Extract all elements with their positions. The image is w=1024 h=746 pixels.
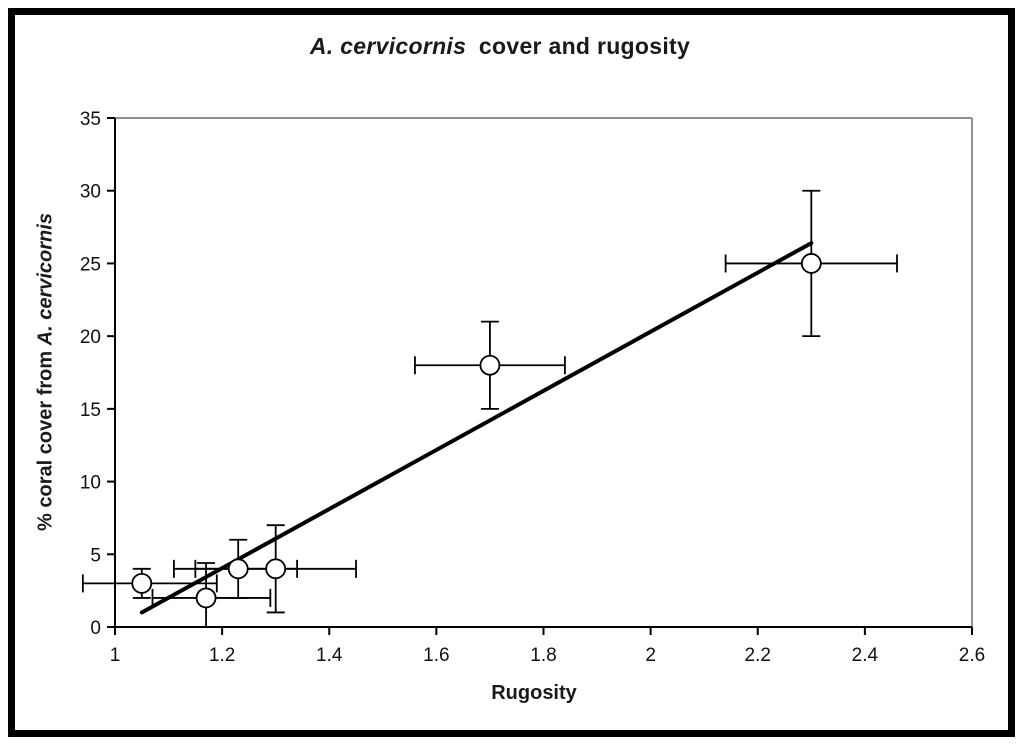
trend-line [139, 241, 814, 615]
y-tick-label: 15 [80, 400, 101, 421]
y-tick-label: 20 [80, 327, 101, 348]
x-tick-label: 1.2 [209, 645, 235, 666]
x-tick-label: 2 [645, 645, 656, 666]
y-tick-label: 25 [80, 254, 101, 275]
chart-title: A. cervicornis cover and rugosity [0, 33, 1000, 60]
y-tick-label: 0 [90, 618, 101, 639]
data-point-marker [131, 572, 153, 594]
x-axis-title: Rugosity [491, 682, 577, 704]
y-tick-label: 35 [80, 109, 101, 130]
y-tick-label: 30 [80, 182, 101, 203]
x-tick-label: 1.6 [423, 645, 449, 666]
chart-title-italic-part: A. cervicornis [309, 33, 467, 59]
data-point-marker [479, 354, 501, 376]
x-tick-label: 2.2 [745, 645, 771, 666]
x-tick-label: 2.6 [959, 645, 985, 666]
x-tick-label: 2.4 [852, 645, 879, 666]
x-tick-label: 1.8 [530, 645, 556, 666]
x-tick-label: 1 [110, 645, 121, 666]
data-point-marker [265, 558, 287, 580]
outer-border-frame [8, 8, 1015, 737]
data-point-marker [800, 253, 822, 274]
y-tick-label: 10 [80, 473, 101, 494]
data-point-marker [227, 558, 249, 580]
y-tick-label: 5 [90, 545, 101, 566]
data-point-marker [195, 587, 217, 609]
chart-title-rest-part: cover and rugosity [472, 33, 691, 59]
x-tick-label: 1.4 [316, 645, 343, 666]
